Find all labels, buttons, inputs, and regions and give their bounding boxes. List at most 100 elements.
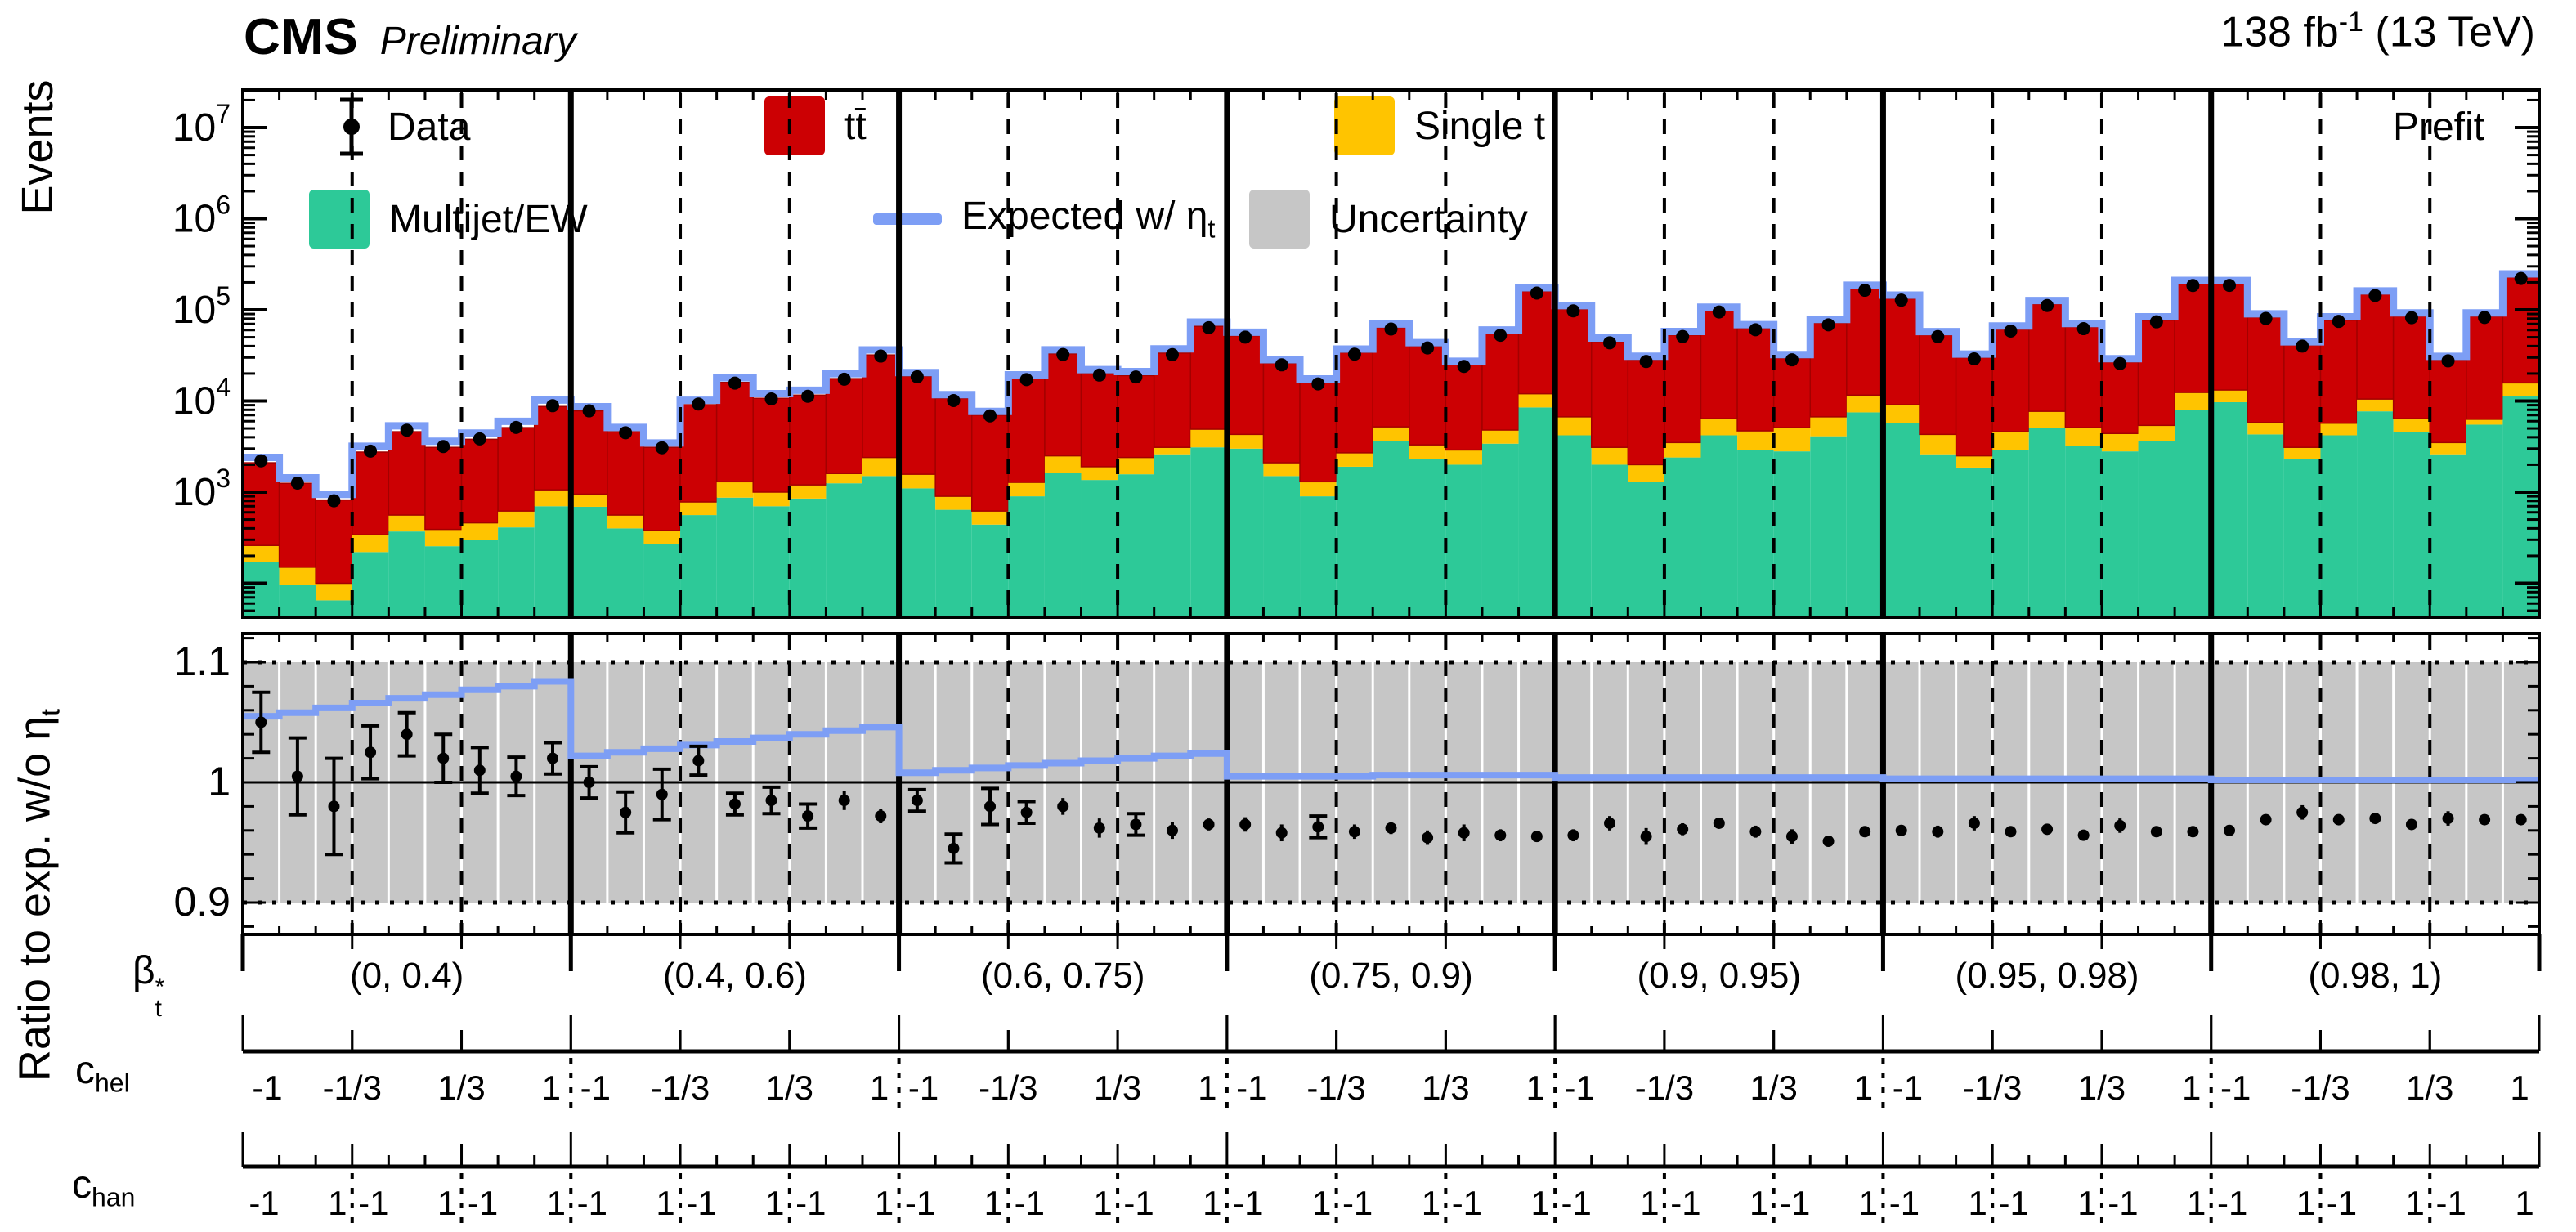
data-point [655, 441, 669, 455]
svg-text:1: 1 [1422, 1184, 1440, 1222]
multijet-bar [352, 552, 389, 617]
ratio-point [437, 752, 450, 764]
ratio-point [728, 798, 741, 810]
single-t-bar [424, 529, 462, 547]
svg-text:1: 1 [1749, 1184, 1768, 1222]
svg-text:1/3: 1/3 [1094, 1068, 1141, 1107]
svg-text:(0.9, 0.95): (0.9, 0.95) [1637, 956, 1802, 996]
single-t-bar [935, 496, 972, 510]
legend-item-single-t: Single t [1334, 96, 1545, 155]
single-t-bar [2466, 419, 2503, 425]
svg-text:-1: -1 [577, 1184, 607, 1222]
single-t-bar [1518, 393, 1556, 408]
single-t-swatch [1334, 96, 1395, 155]
multijet-bar [2393, 432, 2430, 617]
ratio-point [2332, 813, 2345, 826]
svg-text:-1: -1 [905, 1184, 935, 1222]
svg-text:1: 1 [328, 1184, 347, 1222]
single-t-bar [1226, 434, 1264, 449]
lumi-value: 138 fb [2220, 8, 2339, 56]
single-t-bar [1190, 429, 1227, 448]
ratio-point [1275, 827, 1288, 839]
ratio-point [2041, 823, 2054, 836]
ratio-point [1530, 831, 1543, 843]
multijet-bar [424, 546, 462, 617]
chan-symbol: c [72, 1163, 92, 1207]
lumi-energy: (13 TeV) [2363, 8, 2535, 56]
svg-text:1: 1 [870, 1068, 889, 1107]
ttbar-bar [1554, 308, 1593, 418]
multijet-bar [388, 531, 425, 617]
multijet-bar [1518, 407, 1556, 617]
axis-ticks [240, 90, 2542, 971]
ratio-point [948, 842, 960, 854]
bin-separators [350, 90, 2432, 934]
ttbar-bar [1335, 352, 1373, 454]
ratio-frame [241, 632, 2541, 936]
svg-text:-1: -1 [1780, 1184, 1810, 1222]
single-t-bar [1773, 428, 1811, 452]
multijet-bar [1118, 474, 1154, 617]
ratio-point [1422, 831, 1434, 844]
svg-text:1: 1 [1859, 1184, 1878, 1222]
data-point [2259, 311, 2273, 325]
ratio-point [1020, 806, 1033, 818]
ttbar-bar [2247, 316, 2285, 423]
multijet-bar [1846, 412, 1884, 617]
data-point [619, 426, 633, 440]
header-left: CMS Preliminary [244, 8, 576, 66]
ratio-point [1093, 822, 1105, 834]
svg-text:1: 1 [1093, 1184, 1112, 1222]
ttbar-bar [2210, 283, 2249, 391]
multijet-bar [971, 524, 1009, 617]
multijet-bar [1664, 457, 1701, 617]
single-t-bar [2320, 423, 2358, 436]
single-t-bar [898, 474, 936, 489]
single-t-bar [1300, 482, 1337, 497]
single-t-bar [2430, 442, 2466, 455]
single-t-bar [1336, 452, 1373, 467]
data-point [728, 376, 741, 390]
ratio-point [2187, 826, 2199, 838]
single-t-bar [1445, 450, 1482, 465]
data-point [1566, 304, 1580, 318]
ratio-point [2479, 813, 2491, 826]
single-t-bar [1118, 457, 1154, 475]
multijet-bar [534, 506, 571, 617]
ttbar-bar [934, 397, 973, 497]
ratio-point [2260, 813, 2272, 826]
multijet-swatch [309, 190, 370, 249]
ttbar-bar [1846, 288, 1884, 396]
svg-text:1/3: 1/3 [2406, 1068, 2453, 1107]
svg-text:-1/3: -1/3 [1635, 1068, 1694, 1107]
svg-text:1: 1 [2515, 1184, 2533, 1222]
multijet-bar [2357, 411, 2394, 617]
ttbar-bar [1409, 345, 1447, 446]
multijet-bar [935, 509, 972, 617]
svg-text:-1: -1 [1564, 1068, 1594, 1107]
svg-text:1: 1 [208, 759, 231, 804]
ttbar-bar [1153, 352, 1192, 448]
ttbar-bar [2319, 319, 2358, 424]
multijet-bar [2138, 441, 2175, 617]
ttbar-bar [315, 499, 353, 585]
chel-sub: hel [95, 1068, 130, 1098]
svg-text:-1: -1 [1123, 1184, 1154, 1222]
prefit-label: Prefit [2392, 105, 2484, 149]
ttbar-bar [1189, 325, 1228, 430]
single-t-bar [1664, 442, 1701, 458]
multijet-bar [1700, 435, 1738, 617]
multijet-bar [1555, 435, 1592, 617]
ratio-point [291, 770, 303, 782]
data-point [1712, 305, 1726, 319]
ratio-point [1166, 824, 1178, 836]
data-point [2113, 356, 2127, 370]
multijet-bar [1737, 450, 1774, 617]
ratio-point [255, 716, 267, 728]
multijet-bar [1773, 451, 1811, 617]
multijet-bar [789, 498, 827, 617]
data-point [983, 409, 997, 423]
svg-text:-1/3: -1/3 [2291, 1068, 2350, 1107]
lumi-exponent: -1 [2338, 7, 2363, 38]
svg-text:1: 1 [437, 1184, 456, 1222]
